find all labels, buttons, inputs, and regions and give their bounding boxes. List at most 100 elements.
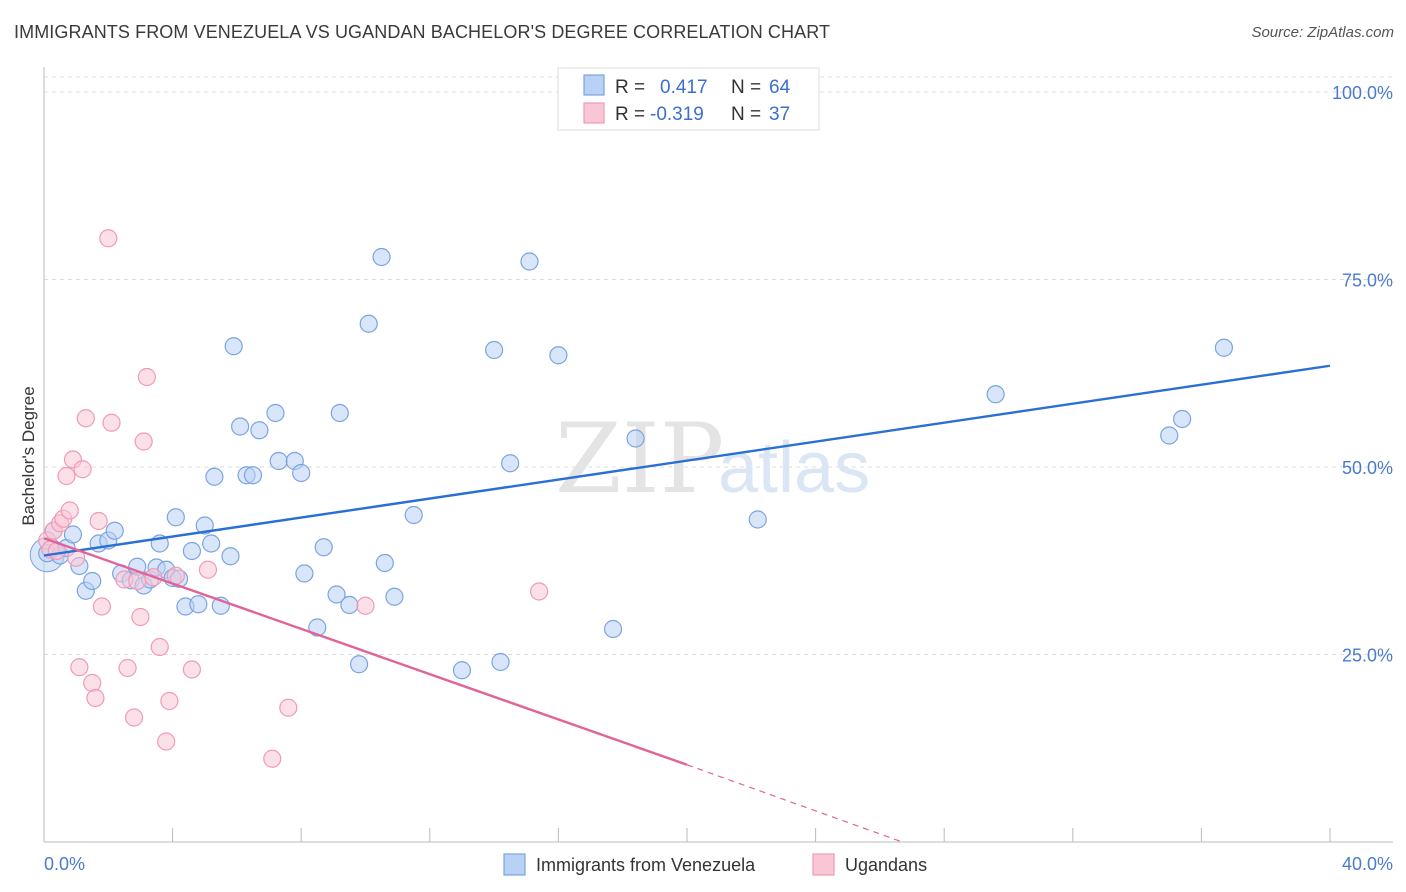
point-ugandans-31 (182, 660, 201, 679)
point-venezuela-7 (83, 571, 102, 591)
point-ugandans-23 (131, 607, 150, 627)
legend-r-label-2: R = (615, 104, 645, 125)
axes (43, 67, 1393, 843)
chart-title: IMMIGRANTS FROM VENEZUELA VS UGANDAN BAC… (14, 22, 831, 42)
point-ugandans-20 (118, 658, 137, 678)
point-venezuela-51 (485, 340, 504, 360)
bottom-legend-swatch-venezuela (503, 853, 526, 876)
point-ugandans-15 (89, 511, 108, 531)
grid-lines (44, 76, 1393, 655)
point-venezuela-56 (603, 619, 623, 639)
point-ugandans-14 (86, 688, 105, 708)
trend-lines (43, 364, 1331, 843)
point-venezuela-23 (189, 595, 208, 614)
point-venezuela-38 (295, 564, 314, 583)
y-tick-label-50: 50.0% (1342, 458, 1393, 478)
point-venezuela-25 (202, 534, 221, 553)
point-ugandans-29 (160, 691, 179, 711)
watermark: ZIP atlas (555, 403, 870, 515)
point-ugandans-11 (73, 460, 92, 479)
point-venezuela-62 (1214, 338, 1234, 357)
bottom-legend-label-venezuela: Immigrants from Venezuela (536, 855, 756, 875)
point-venezuela-26 (205, 467, 224, 486)
point-venezuela-34 (266, 403, 285, 423)
point-venezuela-53 (501, 454, 520, 473)
point-venezuela-58 (748, 510, 767, 529)
legend-swatch-venezuela (583, 74, 605, 96)
point-ugandans-22 (128, 571, 147, 591)
point-venezuela-61 (1173, 409, 1192, 429)
point-venezuela-42 (330, 403, 349, 423)
trend-line-ugandans (43, 537, 688, 766)
point-venezuela-24 (195, 516, 214, 535)
legend-n-value-1: 64 (769, 77, 791, 98)
point-venezuela-28 (221, 547, 240, 566)
point-venezuela-44 (349, 655, 369, 674)
trend-line-venezuela (43, 364, 1331, 557)
point-venezuela-48 (385, 587, 404, 606)
x-tick-label-max: 40.0% (1342, 854, 1393, 874)
source-credit: Source: ZipAtlas.com (1251, 24, 1394, 41)
legend-swatch-ugandans (583, 102, 605, 124)
point-ugandans-27 (150, 637, 169, 657)
point-venezuela-41 (327, 585, 346, 604)
point-ugandans-35 (356, 596, 375, 615)
point-ugandans-21 (124, 708, 144, 727)
watermark-atlas: atlas (718, 428, 870, 508)
point-venezuela-55 (549, 346, 568, 365)
point-ugandans-36 (530, 582, 549, 601)
trend-line-ugandans-extension (686, 764, 903, 843)
point-venezuela-54 (520, 252, 539, 271)
point-ugandans-34 (279, 698, 298, 717)
y-axis-label: Bachelor's Degree (19, 386, 38, 525)
point-venezuela-29 (231, 417, 250, 436)
x-tick-label-min: 0.0% (44, 854, 85, 874)
bottom-legend-label-ugandans: Ugandans (845, 855, 927, 875)
point-venezuela-10 (105, 521, 124, 540)
point-ugandans-17 (99, 229, 118, 248)
point-venezuela-32 (250, 421, 269, 440)
point-venezuela-63 (166, 508, 185, 527)
legend-r-label-1: R = (615, 77, 645, 98)
point-ugandans-13 (83, 673, 102, 693)
point-venezuela-37 (292, 463, 311, 483)
point-ugandans-6 (57, 466, 76, 486)
legend-n-value-2: 37 (769, 104, 790, 125)
point-venezuela-60 (1160, 426, 1179, 445)
point-venezuela-52 (491, 652, 510, 672)
point-ugandans-24 (134, 432, 153, 451)
y-tick-labels: 25.0% 50.0% 75.0% 100.0% (1332, 83, 1393, 666)
point-venezuela-40 (314, 538, 333, 557)
point-venezuela-57 (626, 429, 645, 448)
point-ugandans-12 (76, 409, 95, 428)
point-venezuela-46 (372, 247, 391, 267)
point-ugandans-16 (92, 597, 111, 616)
point-venezuela-59 (986, 385, 1005, 404)
point-ugandans-18 (102, 413, 121, 432)
point-ugandans-28 (157, 732, 176, 751)
point-venezuela-45 (359, 314, 378, 333)
point-ugandans-25 (137, 367, 156, 387)
point-venezuela-50 (452, 661, 472, 680)
point-ugandans-33 (263, 749, 282, 768)
legend-n-label-2: N = (731, 104, 761, 125)
point-venezuela-35 (269, 451, 288, 471)
point-venezuela-31 (243, 466, 263, 485)
point-ugandans-32 (198, 560, 218, 579)
point-venezuela-47 (375, 553, 394, 573)
point-venezuela-49 (404, 505, 423, 525)
x-tick-labels: 0.0% 40.0% (44, 854, 1393, 874)
y-tick-label-100: 100.0% (1332, 83, 1393, 103)
point-venezuela-33 (224, 337, 243, 356)
point-venezuela-4 (63, 525, 83, 544)
legend-box: R = 0.417 N = 64 R = -0.319 N = 37 (557, 67, 820, 131)
legend-r-value-1: 0.417 (660, 77, 708, 98)
point-venezuela-22 (182, 541, 201, 561)
bottom-legend-swatch-ugandans (812, 853, 835, 876)
legend-r-value-2: -0.319 (650, 104, 704, 125)
bottom-legend: Immigrants from Venezuela Ugandans (503, 853, 927, 876)
y-tick-label-25: 25.0% (1342, 646, 1393, 666)
y-tick-label-75: 75.0% (1342, 271, 1393, 291)
legend-n-label-1: N = (731, 77, 761, 98)
